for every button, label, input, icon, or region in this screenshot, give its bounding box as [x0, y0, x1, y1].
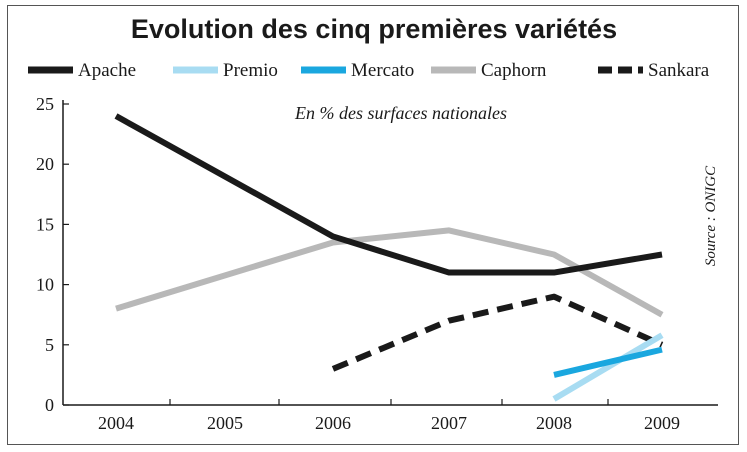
x-tick-label: 2005 [207, 413, 243, 433]
line-chart: Evolution des cinq premières variétés Ap… [28, 14, 719, 433]
chart-title: Evolution des cinq premières variétés [131, 14, 617, 44]
y-tick-label: 5 [45, 335, 54, 355]
legend-label-caphorn: Caphorn [481, 60, 547, 81]
x-tick-label: 2006 [315, 413, 351, 433]
series-line-premio [552, 332, 664, 402]
legend-label-premio: Premio [223, 60, 278, 81]
legend-label-mercato: Mercato [351, 60, 414, 81]
chart-source: Source : ONIGC [703, 165, 719, 266]
series-line-caphorn [115, 227, 664, 318]
chart-subtitle: En % des surfaces nationales [294, 103, 507, 123]
x-tick-label: 2007 [431, 413, 467, 433]
y-tick-label: 0 [45, 395, 54, 415]
x-tick-label: 2008 [536, 413, 572, 433]
x-tick-label: 2009 [644, 413, 680, 433]
legend: Apache Premio Mercato Caphorn Sankara [28, 60, 710, 81]
axes: 0 5 10 15 20 25 2004 2005 2006 2007 2008 2009 [36, 94, 718, 433]
y-tick-label: 25 [36, 94, 54, 114]
chart-frame: Evolution des cinq premières variétés Ap… [7, 5, 739, 445]
series-group [114, 113, 664, 402]
y-tick-label: 20 [36, 154, 54, 174]
legend-label-sankara: Sankara [648, 60, 710, 81]
series-line-apache [114, 113, 663, 276]
legend-label-apache: Apache [78, 60, 136, 81]
series-line-mercato [553, 346, 663, 378]
y-tick-label: 15 [36, 214, 54, 234]
y-tick-label: 10 [36, 275, 54, 295]
x-tick-label: 2004 [98, 413, 134, 433]
series-line-sankara [331, 293, 664, 372]
